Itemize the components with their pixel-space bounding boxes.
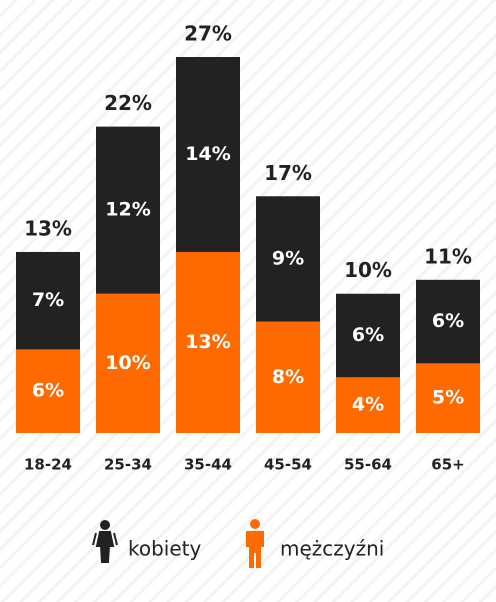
total-label: 13% — [24, 216, 72, 240]
x-tick-label: 65+ — [431, 456, 464, 474]
value-label: 8% — [272, 366, 304, 388]
x-tick-label: 18-24 — [24, 456, 72, 474]
total-label: 22% — [104, 91, 152, 115]
total-label: 11% — [424, 244, 472, 268]
bar-segment — [176, 57, 240, 252]
bar-segment — [416, 363, 480, 433]
bar-segment — [336, 293, 400, 378]
legend-label: kobiety — [128, 537, 202, 561]
legend-icon — [100, 520, 110, 530]
bar-segment — [336, 377, 400, 433]
total-label: 10% — [344, 258, 392, 282]
bar-segment — [96, 126, 160, 294]
x-tick-label: 25-34 — [104, 456, 152, 474]
bar-segment — [176, 251, 240, 433]
bar-segment — [16, 349, 80, 433]
value-label: 6% — [32, 380, 64, 402]
legend-label: mężczyźni — [280, 537, 384, 561]
bar-segment — [96, 293, 160, 433]
x-tick-label: 45-54 — [264, 456, 312, 474]
bar-segment — [256, 321, 320, 433]
bar-segment — [416, 279, 480, 364]
total-label: 27% — [184, 22, 232, 46]
value-label: 12% — [105, 199, 150, 221]
bar-segment — [16, 251, 80, 350]
bar-segment — [256, 196, 320, 322]
total-label: 17% — [264, 161, 312, 185]
legend-icon — [246, 531, 264, 568]
legend-icon — [92, 531, 118, 563]
value-label: 4% — [352, 394, 384, 416]
value-label: 10% — [105, 352, 150, 374]
value-label: 7% — [32, 289, 64, 311]
value-label: 14% — [185, 143, 230, 165]
x-tick-label: 55-64 — [344, 456, 392, 474]
value-label: 6% — [352, 324, 384, 346]
value-label: 6% — [432, 310, 464, 332]
legend-icon — [250, 519, 260, 529]
value-label: 5% — [432, 387, 464, 409]
x-tick-label: 35-44 — [184, 456, 232, 474]
value-label: 9% — [272, 247, 304, 269]
value-label: 13% — [185, 331, 230, 353]
